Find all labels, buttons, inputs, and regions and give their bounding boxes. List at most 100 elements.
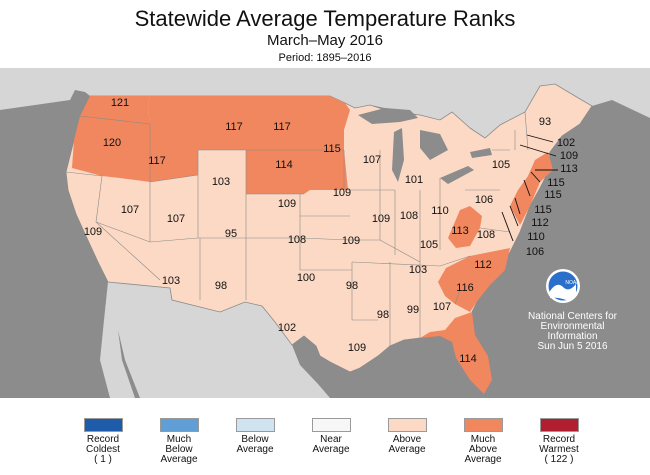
lake-michigan <box>392 128 404 182</box>
state-rank-sc: 116 <box>456 282 474 294</box>
state-rank-ny: 105 <box>492 159 510 171</box>
legend-label: Above <box>468 444 498 455</box>
legend-item-record-coldest: Record Coldest ( 1 ) <box>65 418 141 465</box>
state-rank-id: 117 <box>148 155 166 167</box>
legend-swatch <box>83 418 123 432</box>
state-rank-az: 103 <box>162 275 180 287</box>
legend-label: Warmest <box>539 444 579 455</box>
state-rank-dc: 106 <box>526 246 544 258</box>
state-rank-wy: 103 <box>212 176 230 188</box>
state-rank-al: 99 <box>407 304 419 316</box>
state-rank-nj: 115 <box>534 204 552 216</box>
northern-plains-region <box>148 96 350 194</box>
callout-lines <box>501 134 558 242</box>
state-rank-me: 93 <box>539 116 551 128</box>
noaa-logo-icon <box>546 269 580 303</box>
state-rank-nv: 107 <box>121 204 139 216</box>
legend-item-near: Near Average <box>293 418 369 455</box>
credit-line-4: Sun Jun 5 2016 <box>537 341 608 352</box>
state-rank-ga: 107 <box>433 301 451 313</box>
state-rank-la: 109 <box>348 342 366 354</box>
state-rank-de: 112 <box>531 217 549 229</box>
lake-erie <box>440 166 474 184</box>
state-rank-ut: 107 <box>167 213 185 225</box>
legend-label: ( 1 ) <box>94 454 112 465</box>
state-rank-ar: 98 <box>346 280 358 292</box>
state-borders <box>65 111 529 346</box>
legend-swatch <box>311 418 351 432</box>
state-rank-wv: 113 <box>451 225 469 237</box>
lake-ontario <box>470 148 492 158</box>
legend-label: Above <box>392 434 422 445</box>
state-rank-co: 95 <box>225 228 237 240</box>
legend-label: Record <box>86 434 120 445</box>
legend-swatch <box>387 418 427 432</box>
state-rank-in: 108 <box>400 210 418 222</box>
state-rank-or: 120 <box>103 137 121 149</box>
canada-land <box>0 68 650 138</box>
state-rank-nd: 117 <box>273 121 291 133</box>
legend-label: Average <box>312 444 350 455</box>
state-rank-ks: 108 <box>288 234 306 246</box>
state-rank-tn: 103 <box>409 264 427 276</box>
legend-swatch <box>539 418 579 432</box>
state-rank-ne: 109 <box>278 198 296 210</box>
legend-label: Record <box>542 434 576 445</box>
noaa-logo-text: NOAA <box>565 280 580 286</box>
state-rank-pa: 106 <box>475 194 493 206</box>
legend-swatch <box>235 418 275 432</box>
state-rank-ok: 100 <box>297 272 315 284</box>
state-rank-va: 108 <box>477 229 495 241</box>
state-rank-ma: 113 <box>560 163 578 175</box>
state-rank-nc: 112 <box>474 259 492 271</box>
state-rank-tx: 102 <box>278 322 296 334</box>
legend-item-much-below: Much Below Average <box>141 418 217 465</box>
state-rank-nh: 102 <box>557 137 575 149</box>
us-state-rank-map: 121 120 117 117 117 114 115 107 101 109 107 107 103 9… <box>0 68 650 398</box>
legend-swatch <box>159 418 199 432</box>
state-rank-ky: 105 <box>420 239 438 251</box>
legend-label: ( 122 ) <box>544 454 574 465</box>
state-rank-mi: 101 <box>405 174 423 186</box>
state-rank-ms: 98 <box>377 309 389 321</box>
credit-line-2: Environmental <box>540 321 605 332</box>
state-rank-ct: 115 <box>544 189 562 201</box>
legend-label: Much <box>166 434 192 445</box>
map-subtitle: March–May 2016 <box>267 32 383 49</box>
state-rank-il: 109 <box>372 213 390 225</box>
state-rank-mt: 117 <box>225 121 243 133</box>
state-rank-wa: 121 <box>111 97 129 109</box>
legend-label: Average <box>236 444 274 455</box>
legend-label: Coldest <box>86 444 120 455</box>
state-rank-vt: 109 <box>560 150 578 162</box>
state-rank-mn: 115 <box>323 143 341 155</box>
legend-swatch <box>463 418 503 432</box>
legend-label: Near <box>320 434 342 445</box>
state-rank-md: 110 <box>527 231 545 243</box>
legend-label: Below <box>165 444 193 455</box>
wv-region <box>448 206 482 248</box>
state-rank-ca: 109 <box>84 226 102 238</box>
credit-line-1: National Centers for <box>528 311 617 322</box>
state-rank-wi: 107 <box>363 154 381 166</box>
state-rank-ri: 115 <box>547 177 565 189</box>
legend-label: Much <box>470 434 496 445</box>
credit-line-3: Information <box>547 331 598 342</box>
legend-item-record-warmest: Record Warmest ( 122 ) <box>521 418 597 465</box>
legend: Record Coldest ( 1 ) Much Below Average … <box>0 418 650 475</box>
carolinas-region <box>438 248 510 312</box>
lake-superior <box>358 108 418 124</box>
florida-region <box>420 312 492 394</box>
lake-huron <box>420 130 448 160</box>
state-rank-labels: 121 120 117 117 117 114 115 107 101 109 107 107 103 9… <box>84 97 578 365</box>
legend-item-below: Below Average <box>217 418 293 455</box>
state-rank-ia: 109 <box>333 187 351 199</box>
legend-item-much-above: Much Above Average <box>445 418 521 465</box>
legend-label: Average <box>160 454 198 465</box>
state-rank-sd: 114 <box>275 159 293 171</box>
state-rank-mo: 109 <box>342 235 360 247</box>
mexico-land <box>100 282 330 398</box>
state-rank-nm: 98 <box>215 280 227 292</box>
map-title: Statewide Average Temperature Ranks <box>134 6 516 31</box>
state-rank-oh: 110 <box>431 205 449 217</box>
